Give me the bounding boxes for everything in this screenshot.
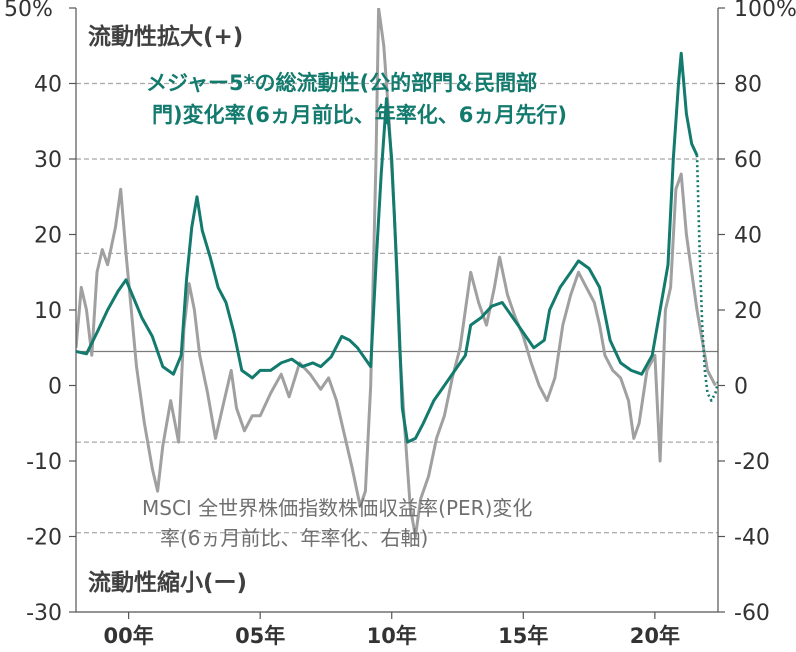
- gray-series-label-line1: MSCI 全世界株価指数株価収益率(PER)変化: [142, 496, 532, 520]
- green-series-label-line2: 門)変化率(6ヵ月前比、年率化、6ヵ月先行): [152, 103, 567, 127]
- left-tick-label-5: 0: [48, 375, 62, 400]
- left-tick-label-0: 50%: [4, 0, 53, 22]
- annotation-contraction: 流動性縮小(ー): [88, 569, 247, 596]
- left-tick-label-1: 40: [34, 73, 62, 98]
- series-line-1: [695, 155, 718, 402]
- right-tick-label-2: 60: [734, 148, 762, 173]
- left-tick-label-6: -10: [26, 450, 62, 475]
- right-tick-label-7: -40: [734, 526, 770, 551]
- x-tick-label-3: 15年: [498, 624, 548, 648]
- axis-layer: 50% 40 30 20 10 0 -10 -20 -30 100% 80 60 40 20 0 -20 -40…: [4, 0, 796, 648]
- green-series-label-line1: メジャー5*の総流動性(公的部門＆民間部: [146, 71, 537, 95]
- right-tick-label-1: 80: [734, 73, 762, 98]
- left-tick-label-2: 30: [34, 148, 62, 173]
- left-tick-label-8: -30: [26, 601, 62, 626]
- right-tick-label-3: 40: [734, 224, 762, 249]
- right-tick-label-4: 20: [734, 299, 762, 324]
- left-tick-label-7: -20: [26, 526, 62, 551]
- series-line-0: [76, 51, 699, 444]
- series-layer: [76, 8, 718, 538]
- right-tick-label-5: 0: [734, 375, 748, 400]
- gray-series-label-line2: 率(6ヵ月前比、年率化、右軸): [160, 526, 428, 550]
- x-tick-label-1: 05年: [235, 624, 285, 648]
- x-tick-label-0: 00年: [104, 624, 154, 648]
- left-tick-label-3: 20: [34, 224, 62, 249]
- right-tick-label-0: 100%: [734, 0, 796, 22]
- annotation-expansion: 流動性拡大(+): [88, 23, 243, 50]
- left-tick-label-4: 10: [34, 299, 62, 324]
- x-tick-label-2: 10年: [367, 624, 417, 648]
- right-tick-label-6: -20: [734, 450, 770, 475]
- x-tick-label-4: 20年: [630, 624, 680, 648]
- right-tick-label-8: -60: [734, 601, 770, 626]
